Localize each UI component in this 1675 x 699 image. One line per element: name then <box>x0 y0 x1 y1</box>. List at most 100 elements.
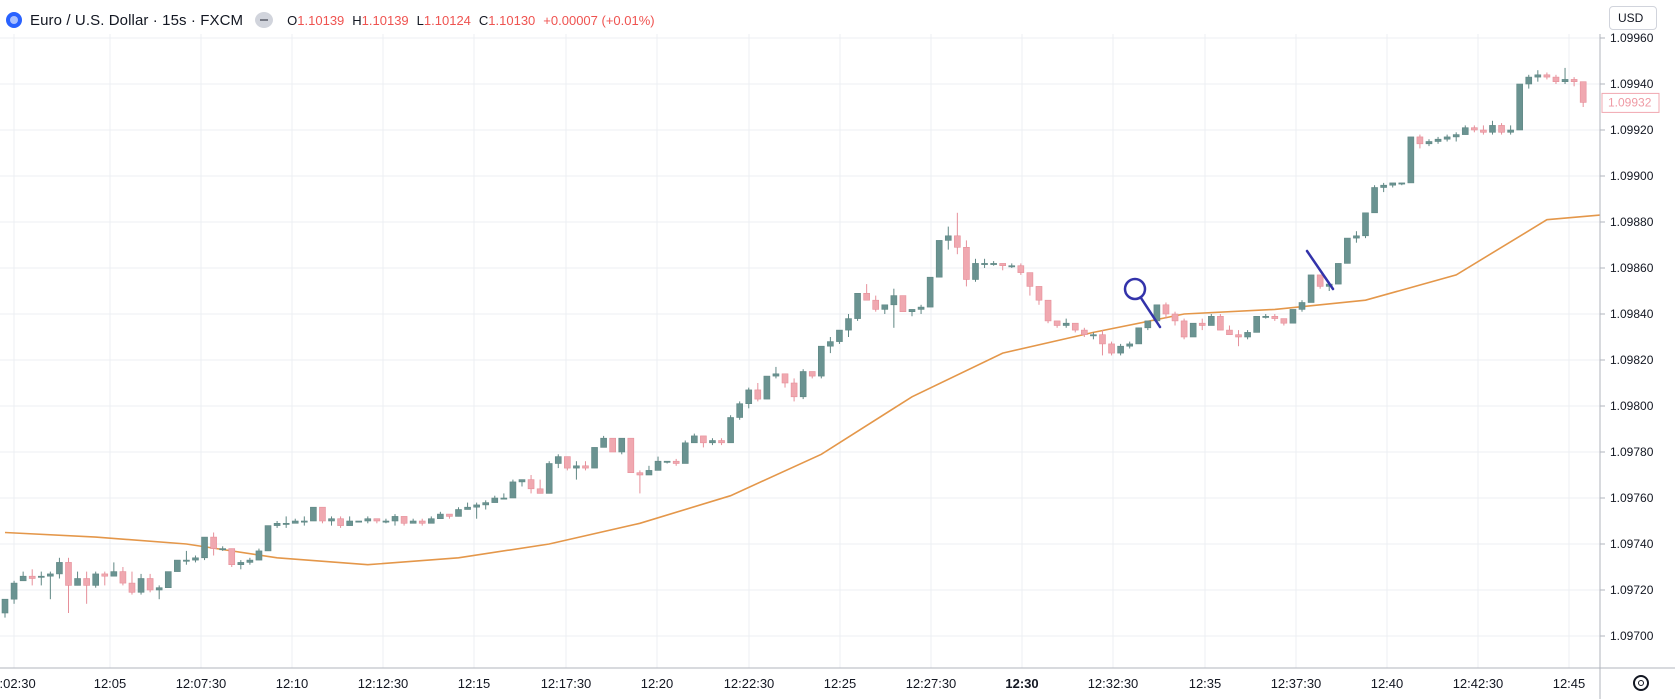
x-tick-label: 12:10 <box>276 676 309 691</box>
candle <box>1017 263 1025 275</box>
candle <box>110 562 118 577</box>
x-tick-label: 12:17:30 <box>541 676 592 691</box>
candle <box>681 440 689 464</box>
change-value: +0.00007 (+0.01%) <box>543 12 655 28</box>
ma-line <box>4 214 1601 566</box>
candle <box>210 532 217 556</box>
candle <box>1525 74 1533 89</box>
y-tick-label: 1.09720 <box>1610 583 1654 597</box>
y-tick-label: 1.09960 <box>1610 31 1654 45</box>
chart-grid <box>0 34 1600 668</box>
candle <box>455 507 462 517</box>
candle <box>83 571 90 604</box>
candle <box>1471 125 1478 133</box>
candle <box>1461 125 1469 135</box>
candle <box>899 295 907 313</box>
candle <box>999 263 1007 271</box>
candle <box>908 309 916 317</box>
candle <box>19 571 27 582</box>
candle <box>1071 322 1079 333</box>
candle <box>1217 314 1224 331</box>
candle <box>364 516 372 524</box>
candle <box>1090 332 1097 340</box>
low-value: L1.10124 <box>416 12 471 28</box>
candle <box>990 261 997 266</box>
candle <box>1443 134 1451 142</box>
candle <box>1362 212 1369 239</box>
candle <box>119 567 127 586</box>
currency-selector[interactable]: USD <box>1609 6 1657 30</box>
candle <box>37 571 45 586</box>
candle <box>1035 286 1043 305</box>
candle <box>709 438 716 446</box>
candle <box>246 557 254 565</box>
settings-gear-icon[interactable] <box>1633 675 1649 691</box>
candle <box>192 555 199 563</box>
candle <box>944 226 952 250</box>
y-tick-label: 1.09820 <box>1610 353 1654 367</box>
candle <box>627 437 635 474</box>
y-tick-label: 1.09780 <box>1610 445 1654 459</box>
candle <box>1226 325 1233 336</box>
x-tick-label: 2:02:30 <box>0 676 36 691</box>
candle <box>1353 231 1360 243</box>
candle <box>201 536 208 561</box>
candle <box>137 573 145 595</box>
candle <box>418 518 426 526</box>
candle <box>545 461 553 494</box>
candle <box>727 415 734 444</box>
x-tick-label: 12:22:30 <box>724 676 775 691</box>
candle <box>1180 318 1188 340</box>
candle <box>47 571 54 600</box>
candle <box>872 295 880 312</box>
candle <box>1044 299 1052 324</box>
candle <box>255 548 263 561</box>
candle <box>273 521 281 528</box>
candle <box>1498 123 1505 135</box>
annotation-circle[interactable] <box>1123 277 1147 301</box>
candle <box>573 461 580 480</box>
candle <box>382 518 390 524</box>
candle <box>527 475 535 494</box>
candle <box>1062 318 1070 328</box>
candle <box>1344 237 1351 264</box>
ohlc-values: O1.10139 H1.10139 L1.10124 C1.10130 +0.0… <box>287 13 654 28</box>
annotation-arrow-2[interactable] <box>1305 249 1335 291</box>
candle <box>1126 341 1133 349</box>
y-tick-label: 1.09940 <box>1610 77 1654 91</box>
candle <box>337 516 344 528</box>
candle <box>1307 274 1315 303</box>
candle <box>183 550 190 565</box>
candle <box>1208 314 1215 326</box>
collapse-legend-icon[interactable] <box>255 12 274 28</box>
candle <box>854 292 861 321</box>
candle <box>128 571 136 595</box>
x-tick-label: 12:32:30 <box>1088 676 1139 691</box>
candle <box>754 383 762 402</box>
chart-axes: 1.09960 1.09940 1.09920 1.09900 1.09880 1.098… <box>0 31 1675 699</box>
symbol-title[interactable]: Euro / U.S. Dollar · 15s · FXCM <box>30 11 244 29</box>
last-price-text: 1.09932 <box>1608 95 1652 109</box>
candle <box>1053 320 1061 328</box>
candle <box>400 516 408 526</box>
candle <box>618 437 626 455</box>
x-tick-label: 12:27:30 <box>906 676 957 691</box>
candle <box>74 571 81 586</box>
candle <box>917 304 925 314</box>
candle <box>174 559 181 572</box>
candle <box>92 571 99 588</box>
candle <box>1434 136 1442 144</box>
candle <box>301 516 308 526</box>
candle <box>437 511 444 519</box>
symbol-logo-icon[interactable] <box>6 12 22 28</box>
candle <box>491 495 499 503</box>
candle <box>554 454 562 469</box>
candle <box>1416 134 1424 149</box>
drawing-annotations[interactable] <box>1123 249 1335 329</box>
annotation-arrow-1[interactable] <box>1139 296 1162 329</box>
candle <box>1407 136 1415 184</box>
candle <box>781 373 789 388</box>
x-tick-label: 12:20 <box>641 676 674 691</box>
candle <box>954 212 961 255</box>
